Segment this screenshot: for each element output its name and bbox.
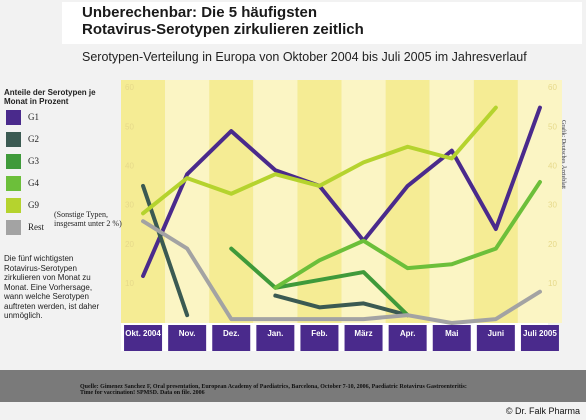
legend-label: Rest — [28, 222, 45, 232]
series-line — [273, 180, 542, 290]
category-box — [432, 325, 471, 351]
legend-label: G9 — [28, 200, 39, 210]
y-tick-label: 50 — [125, 122, 134, 131]
x-tick-label: Mai — [445, 329, 459, 338]
category-box — [256, 325, 295, 351]
source: Quelle: Gimenez Sanchez F, Oral presenta… — [80, 384, 467, 396]
category-box — [300, 325, 339, 351]
y-tick-label: 60 — [125, 83, 134, 92]
legend-swatch — [6, 176, 21, 191]
annotation: Die fünf wichtigsten Rotavirus-Serotypen… — [4, 254, 100, 320]
chart-title: Unberechenbar: Die 5 häufigsten Rotaviru… — [82, 4, 364, 38]
x-tick-label: Dez. — [223, 329, 240, 338]
title-panel — [62, 2, 582, 44]
legend-label: G4 — [28, 178, 39, 188]
column-stripe — [165, 80, 210, 323]
side-credit: Grafik: Deutsches Ärzteblatt — [560, 120, 566, 189]
x-tick-label: Okt. 2004 — [125, 329, 161, 338]
x-tick-label: Nov. — [178, 329, 196, 338]
x-tick-label: Apr. — [399, 329, 416, 338]
x-tick-label: Jan. — [267, 329, 284, 338]
series-line — [141, 105, 542, 278]
footer-band — [0, 370, 586, 402]
column-stripe — [341, 80, 386, 323]
column-stripe — [429, 80, 474, 323]
y2-tick-label: 40 — [548, 161, 557, 170]
y2-tick-label: 20 — [548, 240, 557, 249]
legend-swatch — [6, 110, 21, 125]
legend-swatch — [6, 220, 21, 235]
legend-label: G1 — [28, 112, 39, 122]
legend-note: (Sonstige Typen, insgesamt unter 2 %) — [54, 210, 122, 228]
legend-swatch — [6, 132, 21, 147]
legend-label: G3 — [28, 156, 39, 166]
category-box — [124, 325, 163, 351]
column-stripe — [253, 80, 298, 323]
y2-tick-label: 10 — [548, 279, 557, 288]
x-tick-label: Feb. — [311, 329, 328, 338]
y2-tick-label: 30 — [548, 201, 557, 210]
series-line — [141, 219, 542, 325]
category-box — [388, 325, 427, 351]
copyright: © Dr. Falk Pharma — [505, 406, 580, 416]
column-stripe — [297, 80, 342, 323]
legend-label: G2 — [28, 134, 39, 144]
column-stripe — [385, 80, 430, 323]
legend-swatch — [6, 198, 21, 213]
y-tick-label: 20 — [125, 240, 134, 249]
y2-tick-label: 50 — [548, 122, 557, 131]
category-box — [476, 325, 515, 351]
category-box — [168, 325, 207, 351]
category-box — [344, 325, 383, 351]
column-stripe — [209, 80, 254, 323]
category-box — [520, 325, 559, 351]
y-tick-label: 30 — [125, 201, 134, 210]
y2-tick-label: 60 — [548, 83, 557, 92]
series-line — [229, 246, 410, 318]
legend-swatch — [6, 154, 21, 169]
x-tick-label: Juni — [487, 329, 505, 338]
series-line — [141, 105, 498, 216]
y-tick-label: 10 — [125, 279, 134, 288]
category-box — [212, 325, 251, 351]
chart-subtitle: Serotypen-Verteilung in Europa von Oktob… — [82, 50, 527, 64]
legend-title: Anteile der Serotypen je Monat in Prozen… — [4, 88, 96, 106]
x-tick-label: März — [354, 329, 373, 338]
y-tick-label: 40 — [125, 161, 134, 170]
x-tick-label: Juli 2005 — [523, 329, 557, 338]
